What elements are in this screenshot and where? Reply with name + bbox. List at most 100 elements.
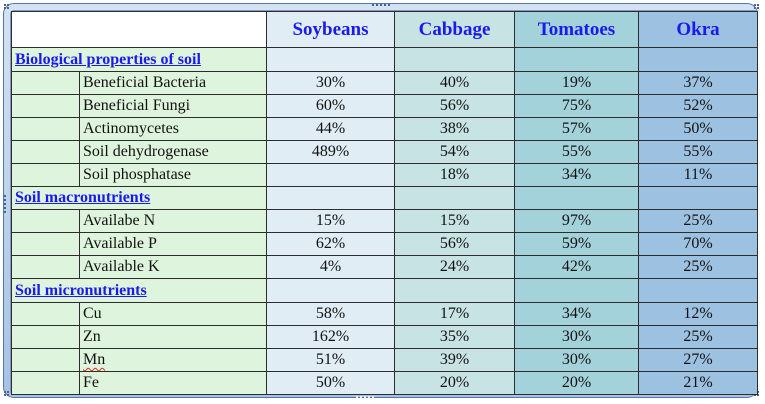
drag-handle-bottom-left-icon[interactable] — [4, 391, 6, 393]
value-cell[interactable]: 19% — [514, 71, 639, 95]
drag-handle-top-right-icon[interactable] — [754, 4, 756, 6]
value-cell[interactable]: 56% — [394, 232, 515, 256]
value-cell[interactable]: 42% — [514, 255, 639, 279]
value-cell[interactable]: 52% — [638, 94, 758, 118]
value-cell[interactable]: 20% — [394, 371, 515, 395]
indent-cell[interactable] — [11, 302, 80, 326]
value-cell[interactable] — [638, 278, 758, 303]
indent-cell[interactable] — [11, 140, 80, 164]
row-label[interactable]: Available P — [79, 232, 267, 256]
row-label[interactable]: Beneficial Fungi — [79, 94, 267, 118]
value-cell[interactable] — [394, 47, 515, 72]
value-cell[interactable]: 56% — [394, 94, 515, 118]
indent-cell[interactable] — [11, 117, 80, 141]
row-label[interactable]: Actinomycetes — [79, 117, 267, 141]
value-cell[interactable]: 60% — [266, 94, 395, 118]
value-cell[interactable]: 12% — [638, 302, 758, 326]
value-cell[interactable] — [266, 278, 395, 303]
value-cell[interactable]: 11% — [638, 163, 758, 187]
value-cell[interactable] — [266, 47, 395, 72]
value-cell[interactable]: 62% — [266, 232, 395, 256]
value-cell[interactable]: 15% — [394, 209, 515, 233]
value-cell[interactable]: 20% — [514, 371, 639, 395]
value-cell[interactable]: 75% — [514, 94, 639, 118]
indent-cell[interactable] — [11, 255, 80, 279]
value-cell[interactable] — [266, 163, 395, 187]
value-cell[interactable] — [638, 47, 758, 72]
row-label[interactable]: Zn — [79, 325, 267, 349]
value-cell[interactable]: 35% — [394, 325, 515, 349]
row-label[interactable]: Availabe N — [79, 209, 267, 233]
drag-handle-top-left-icon[interactable] — [4, 4, 6, 6]
value-cell[interactable]: 162% — [266, 325, 395, 349]
value-cell[interactable]: 59% — [514, 232, 639, 256]
column-header-tomatoes[interactable]: Tomatoes — [514, 11, 639, 48]
value-cell[interactable]: 54% — [394, 140, 515, 164]
drag-handle-left-center-icon[interactable] — [4, 195, 6, 197]
value-cell[interactable] — [266, 186, 395, 210]
value-cell[interactable]: 25% — [638, 255, 758, 279]
value-cell[interactable] — [514, 186, 639, 210]
indent-cell[interactable] — [11, 325, 80, 349]
value-cell[interactable] — [638, 186, 758, 210]
column-header-okra[interactable]: Okra — [638, 11, 758, 48]
value-cell[interactable]: 34% — [514, 163, 639, 187]
row-label[interactable]: Cu — [79, 302, 267, 326]
drag-handle-bottom-center-icon[interactable] — [356, 396, 358, 398]
section-title-micronutrients[interactable]: Soil micronutrients — [11, 278, 267, 303]
value-cell[interactable]: 30% — [514, 348, 639, 372]
value-cell[interactable]: 39% — [394, 348, 515, 372]
value-cell[interactable]: 58% — [266, 302, 395, 326]
indent-cell[interactable] — [11, 232, 80, 256]
row-label[interactable]: Beneficial Bacteria — [79, 71, 267, 95]
column-header-cabbage[interactable]: Cabbage — [394, 11, 515, 48]
value-cell[interactable]: 44% — [266, 117, 395, 141]
value-cell[interactable]: 57% — [514, 117, 639, 141]
value-cell[interactable]: 70% — [638, 232, 758, 256]
value-cell[interactable]: 25% — [638, 325, 758, 349]
row-label[interactable]: Fe — [79, 371, 267, 395]
value-cell[interactable]: 38% — [394, 117, 515, 141]
value-cell[interactable]: 489% — [266, 140, 395, 164]
indent-cell[interactable] — [11, 94, 80, 118]
value-cell[interactable]: 34% — [514, 302, 639, 326]
value-cell[interactable]: 4% — [266, 255, 395, 279]
value-cell[interactable]: 15% — [266, 209, 395, 233]
value-cell[interactable]: 37% — [638, 71, 758, 95]
value-cell[interactable]: 30% — [266, 71, 395, 95]
table-container: Soybeans Cabbage Tomatoes Okra Biologica… — [10, 10, 758, 395]
value-cell[interactable]: 50% — [638, 117, 758, 141]
value-cell[interactable]: 30% — [514, 325, 639, 349]
table-row: Beneficial Bacteria 30% 40% 19% 37% — [11, 71, 758, 95]
value-cell[interactable] — [394, 278, 515, 303]
row-label[interactable]: Soil phosphatase — [79, 163, 267, 187]
column-header-soybeans[interactable]: Soybeans — [266, 11, 395, 48]
indent-cell[interactable] — [11, 163, 80, 187]
indent-cell[interactable] — [11, 371, 80, 395]
value-cell[interactable] — [514, 278, 639, 303]
value-cell[interactable] — [394, 186, 515, 210]
value-cell[interactable]: 17% — [394, 302, 515, 326]
value-cell[interactable]: 25% — [638, 209, 758, 233]
indent-cell[interactable] — [11, 209, 80, 233]
corner-cell[interactable] — [11, 11, 267, 48]
value-cell[interactable]: 55% — [514, 140, 639, 164]
indent-cell[interactable] — [11, 71, 80, 95]
row-label-misspelled[interactable]: Mn — [79, 348, 267, 372]
value-cell[interactable]: 40% — [394, 71, 515, 95]
section-title-biological[interactable]: Biological properties of soil — [11, 47, 267, 72]
value-cell[interactable]: 18% — [394, 163, 515, 187]
row-label[interactable]: Soil dehydrogenase — [79, 140, 267, 164]
value-cell[interactable]: 51% — [266, 348, 395, 372]
indent-cell[interactable] — [11, 348, 80, 372]
value-cell[interactable]: 24% — [394, 255, 515, 279]
section-title-macronutrients[interactable]: Soil macronutrients — [11, 186, 267, 210]
value-cell[interactable]: 21% — [638, 371, 758, 395]
value-cell[interactable]: 55% — [638, 140, 758, 164]
value-cell[interactable]: 50% — [266, 371, 395, 395]
value-cell[interactable]: 27% — [638, 348, 758, 372]
row-label[interactable]: Available K — [79, 255, 267, 279]
value-cell[interactable] — [514, 47, 639, 72]
value-cell[interactable]: 97% — [514, 209, 639, 233]
drag-handle-top-center-icon[interactable] — [372, 4, 374, 6]
